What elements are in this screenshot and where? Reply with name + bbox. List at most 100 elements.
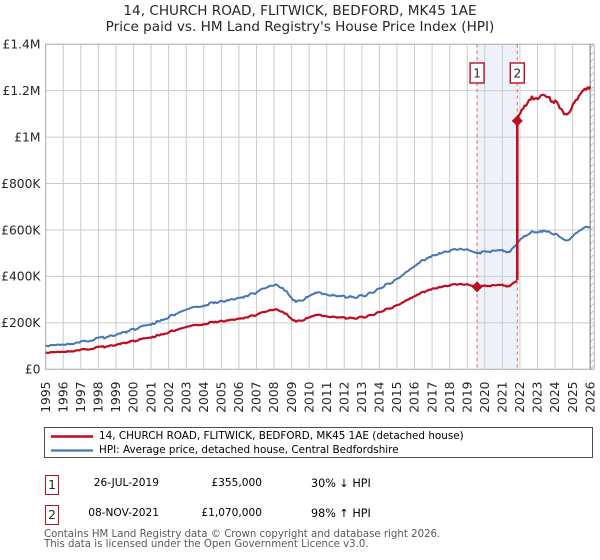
legend-label-price-paid: 14, CHURCH ROAD, FLITWICK, BEDFORD, MK45…: [99, 430, 464, 442]
x-tick-label: 2001: [144, 382, 158, 413]
sale-1-number-label: 1: [473, 66, 481, 80]
sale-1-marker: [471, 281, 483, 293]
x-tick-label: 2023: [531, 382, 545, 413]
hpi-line-swatch: [51, 449, 93, 452]
x-tick-label: 2009: [285, 382, 299, 413]
future-hatch-line: [589, 197, 595, 203]
chart-title: 14, CHURCH ROAD, FLITWICK, BEDFORD, MK45…: [123, 3, 477, 19]
x-tick-label: 2006: [232, 381, 246, 412]
x-tick-label: 2021: [496, 382, 510, 413]
transaction-1-date: 26-JUL-2019: [93, 477, 159, 489]
sale-2-number-label: 2: [513, 66, 521, 80]
footer-copyright: Contains HM Land Registry data © Crown c…: [44, 529, 441, 540]
transaction-2-price: £1,070,000: [201, 507, 262, 519]
future-hatch-line: [589, 78, 595, 84]
x-tick-label: 1997: [74, 382, 88, 413]
x-tick-label: 2013: [355, 382, 369, 413]
future-hatch-line: [589, 288, 595, 294]
legend-row-hpi: HPI: Average price, detached house, Cent…: [45, 443, 592, 457]
x-tick-label: 2017: [425, 382, 439, 413]
x-tick-label: 1996: [56, 381, 70, 412]
between-sales-shaded-band: [477, 44, 518, 370]
x-tick-label: 2005: [215, 382, 229, 413]
y-tick-label: £400K: [1, 270, 41, 284]
future-hatch-line: [589, 281, 595, 287]
future-hatch-line: [589, 113, 595, 119]
future-hatch-line: [589, 267, 595, 273]
x-tick-label: 2014: [373, 381, 387, 412]
sale-1-number-box: [469, 62, 485, 84]
x-tick-label: 2010: [302, 382, 316, 413]
transaction-1-price: £355,000: [211, 477, 262, 489]
chart-legend: 14, CHURCH ROAD, FLITWICK, BEDFORD, MK45…: [44, 427, 593, 458]
future-hatch-line: [589, 183, 595, 189]
x-tick-label: 1998: [92, 382, 106, 413]
future-hatch-line: [589, 148, 595, 154]
x-tick-label: 2015: [390, 382, 404, 413]
legend-label-hpi: HPI: Average price, detached house, Cent…: [99, 444, 399, 456]
future-hatch-line: [589, 316, 595, 322]
transaction-2-number-box: 2: [45, 505, 59, 525]
x-tick-label: 2008: [267, 382, 281, 413]
y-tick-label: £0: [25, 363, 41, 377]
future-hatch-line: [589, 351, 595, 357]
future-hatch-line: [589, 50, 595, 56]
transaction-1-hpi-comparison: 30% ↓ HPI: [311, 476, 371, 490]
x-tick-label: 2022: [513, 382, 527, 413]
x-tick-label: 2011: [320, 382, 334, 413]
future-hatch-line: [589, 99, 595, 105]
future-hatch-line: [589, 330, 595, 336]
price-paid-line-swatch: [51, 435, 93, 438]
future-hatch-line: [589, 364, 595, 370]
future-hatch-line: [589, 204, 595, 210]
x-tick-label: 1995: [39, 382, 53, 413]
future-hatch-line: [589, 190, 595, 196]
future-hatch-line: [589, 155, 595, 161]
sale-2-number-box: [509, 62, 525, 84]
future-hatch-line: [589, 43, 595, 49]
x-tick-label: 2002: [162, 382, 176, 413]
future-hatch-line: [589, 176, 595, 182]
future-hatch-line: [589, 57, 595, 63]
future-hatch-line: [589, 218, 595, 224]
future-hatch-line: [589, 239, 595, 245]
footer-licence: This data is licensed under the Open Gov…: [44, 538, 369, 550]
future-hatch-line: [589, 64, 595, 70]
x-tick-label: 2007: [250, 382, 264, 413]
future-hatch-line: [589, 211, 595, 217]
y-tick-label: £800K: [1, 177, 41, 191]
x-tick-label: 2024: [548, 381, 562, 412]
future-hatch-line: [589, 141, 595, 147]
x-tick-label: 2003: [179, 382, 193, 413]
future-hatch-line: [589, 71, 595, 77]
legend-row-price-paid: 14, CHURCH ROAD, FLITWICK, BEDFORD, MK45…: [45, 429, 592, 443]
y-tick-label: £1.2M: [3, 84, 41, 98]
future-hatch-line: [589, 295, 595, 301]
future-hatch-line: [589, 246, 595, 252]
transaction-2-date: 08-NOV-2021: [88, 507, 159, 519]
x-tick-label: 2025: [566, 382, 580, 413]
future-hatch-line: [589, 169, 595, 175]
x-tick-label: 2012: [337, 382, 351, 413]
x-tick-label: 2026: [583, 381, 597, 412]
price-paid-line-post: [516, 85, 592, 122]
future-hatch-line: [589, 92, 595, 98]
x-tick-label: 2020: [478, 382, 492, 413]
x-tick-label: 2018: [443, 382, 457, 413]
x-tick-label: 2016: [408, 381, 422, 412]
future-hatch-line: [589, 274, 595, 280]
future-hatch-line: [589, 120, 595, 126]
future-hatch-line: [589, 127, 595, 133]
y-tick-label: £600K: [1, 223, 41, 237]
future-hatch-line: [589, 344, 595, 350]
future-hatch-line: [589, 232, 595, 238]
transaction-row-1: 1 26-JUL-2019 £355,000 30% ↓ HPI: [0, 475, 600, 495]
transaction-row-2: 2 08-NOV-2021 £1,070,000 98% ↑ HPI: [0, 505, 600, 525]
future-hatch-line: [589, 106, 595, 112]
sale-2-marker: [511, 115, 523, 127]
future-hatch-line: [589, 302, 595, 308]
x-tick-label: 1999: [109, 382, 123, 413]
x-tick-label: 2019: [460, 382, 474, 413]
